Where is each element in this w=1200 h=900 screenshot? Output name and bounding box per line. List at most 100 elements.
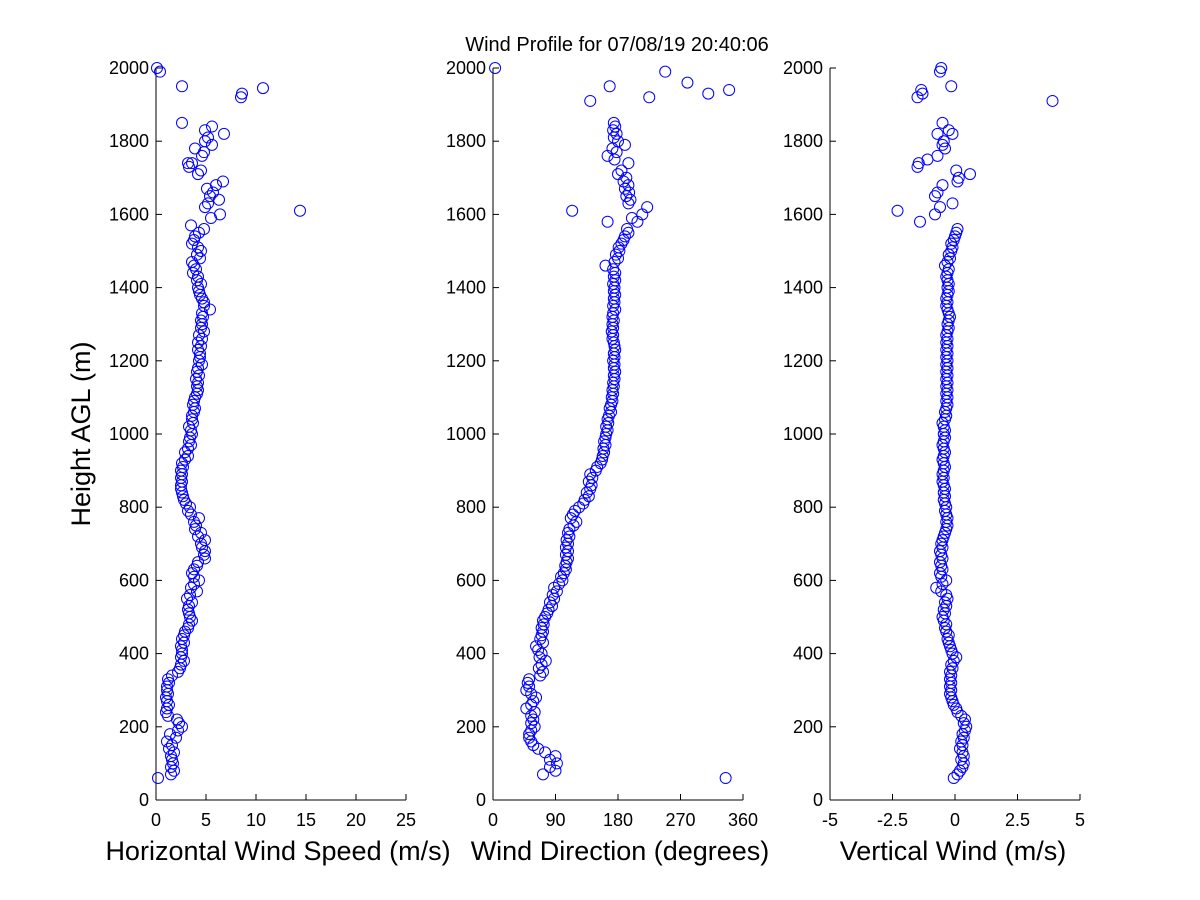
- data-point: [183, 420, 195, 433]
- panel-horizontal-wind-speed: 0 200 400 600 800 1000 1200 1400 1600 1800 2000 0 5 1…: [66, 58, 451, 866]
- data-point: [184, 589, 196, 602]
- data-point: [184, 501, 196, 514]
- data-point: [578, 493, 591, 506]
- data-point: [195, 245, 207, 257]
- y-tick-label: 2000: [109, 58, 149, 78]
- x-tick-label: 360: [728, 810, 758, 830]
- data-point: [568, 504, 581, 517]
- data-point: [179, 446, 191, 459]
- x-tick-label: 20: [346, 810, 366, 830]
- data-point: [622, 157, 635, 170]
- y-tick-label: 1600: [783, 204, 823, 224]
- data-point: [702, 87, 715, 100]
- data-point: [950, 702, 963, 715]
- data-point: [186, 413, 198, 426]
- data-point: [936, 116, 949, 129]
- data-point: [609, 248, 622, 261]
- x-tick-label: 0: [488, 810, 498, 830]
- data-point: [618, 230, 631, 243]
- data-point: [199, 534, 211, 547]
- data-point: [542, 603, 555, 616]
- data-point: [936, 578, 949, 591]
- x-tick-label: -5: [822, 810, 838, 830]
- data-point: [945, 80, 958, 93]
- x-tick-label: 90: [545, 810, 565, 830]
- data-point: [166, 669, 178, 682]
- x-axis-label: Vertical Wind (m/s): [840, 836, 1067, 866]
- y-tick-label: 600: [793, 570, 823, 590]
- data-point: [218, 127, 230, 140]
- data-point: [931, 127, 944, 140]
- data-point: [959, 713, 971, 726]
- data-point: [613, 245, 626, 257]
- y-tick-label: 800: [793, 497, 823, 517]
- x-tick-label: 2.5: [1005, 810, 1030, 830]
- data-point: [188, 563, 200, 576]
- y-tick-label: 2000: [783, 58, 823, 78]
- data-point: [914, 215, 926, 228]
- data-point: [941, 255, 954, 268]
- data-point: [939, 142, 951, 155]
- y-axis-label: Height AGL (m): [66, 341, 96, 526]
- data-point: [939, 596, 951, 609]
- y-tick-label: 1600: [446, 204, 486, 224]
- y-tick-label: 1200: [446, 351, 486, 371]
- data-point: [719, 772, 732, 785]
- data-point: [543, 761, 556, 774]
- data-point: [891, 204, 904, 217]
- data-point: [641, 201, 654, 214]
- data-point: [537, 768, 549, 781]
- data-point: [952, 171, 965, 184]
- data-point: [182, 449, 194, 462]
- y-tick-label: 1800: [109, 131, 149, 151]
- data-point: [164, 728, 176, 741]
- data-point: [185, 581, 197, 594]
- data-point: [936, 179, 949, 192]
- data-point: [930, 581, 943, 594]
- y-tick-label: 600: [119, 570, 149, 590]
- data-point: [204, 190, 216, 203]
- y-tick-label: 800: [456, 497, 486, 517]
- data-point: [951, 223, 964, 236]
- data-point: [195, 277, 207, 290]
- y-tick-label: 1400: [109, 278, 149, 298]
- panel-wind-direction: 0 200 400 600 800 1000 1200 1400 1600 1800 2000 0 90…: [446, 58, 769, 866]
- data-point: [552, 578, 565, 591]
- data-point: [193, 512, 205, 525]
- y-tick-label: 1400: [446, 278, 486, 298]
- data-point: [584, 94, 597, 107]
- data-point: [198, 223, 210, 236]
- data-point: [582, 475, 595, 488]
- data-point: [964, 168, 976, 181]
- data-point: [236, 87, 248, 100]
- data-point: [198, 325, 210, 338]
- y-tick-label: 600: [456, 570, 486, 590]
- data-point: [659, 65, 672, 78]
- data-point: [176, 116, 188, 129]
- data-point: [937, 135, 950, 148]
- y-tick-label: 1000: [783, 424, 823, 444]
- data-point: [489, 62, 502, 74]
- x-tick-label: 180: [603, 810, 633, 830]
- data-point: [950, 164, 963, 177]
- data-point: [607, 263, 620, 276]
- data-point: [681, 76, 694, 89]
- y-tick-label: 0: [139, 790, 149, 810]
- x-tick-label: 5: [1075, 810, 1085, 830]
- data-point: [207, 186, 219, 199]
- data-point: [549, 750, 562, 763]
- data-point: [946, 127, 959, 140]
- y-tick-label: 200: [456, 717, 486, 737]
- data-point: [192, 556, 204, 569]
- x-tick-label: 25: [396, 810, 416, 830]
- y-tick-label: 200: [119, 717, 149, 737]
- data-point: [189, 142, 201, 155]
- figure-title: Wind Profile for 07/08/19 20:40:06: [465, 34, 769, 56]
- data-point: [610, 127, 623, 140]
- data-point: [560, 534, 573, 547]
- data-point: [198, 299, 210, 312]
- y-tick-label: 1800: [446, 131, 486, 151]
- data-point: [947, 772, 960, 785]
- data-point: [539, 654, 552, 667]
